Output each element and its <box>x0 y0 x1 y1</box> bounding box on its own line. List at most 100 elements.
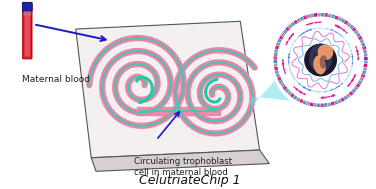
Point <box>281 50 287 53</box>
Point <box>352 74 358 77</box>
Point <box>342 38 348 41</box>
Point <box>327 95 333 98</box>
Point <box>287 51 293 54</box>
Polygon shape <box>357 34 361 37</box>
Point <box>355 51 361 54</box>
Polygon shape <box>362 46 366 48</box>
Polygon shape <box>341 18 344 22</box>
Point <box>293 39 299 42</box>
Point <box>323 27 329 30</box>
Point <box>355 56 361 59</box>
Point <box>311 90 317 93</box>
Point <box>290 42 296 45</box>
Polygon shape <box>352 89 356 93</box>
Point <box>297 27 303 30</box>
Point <box>299 85 305 88</box>
Polygon shape <box>285 28 288 31</box>
Point <box>337 84 343 87</box>
Point <box>326 22 332 25</box>
Point <box>291 42 297 45</box>
Point <box>294 29 300 32</box>
Point <box>340 89 346 92</box>
Point <box>303 23 309 26</box>
Point <box>325 27 331 30</box>
Polygon shape <box>348 93 351 97</box>
Polygon shape <box>280 83 284 86</box>
FancyBboxPatch shape <box>23 4 32 59</box>
Point <box>348 69 354 72</box>
Point <box>321 90 327 93</box>
Point <box>321 27 327 30</box>
Point <box>344 40 350 43</box>
Polygon shape <box>282 86 286 89</box>
Point <box>281 48 287 51</box>
Polygon shape <box>363 67 367 69</box>
Point <box>343 78 349 81</box>
Point <box>280 64 287 67</box>
Polygon shape <box>300 17 302 21</box>
Point <box>347 47 353 50</box>
Point <box>290 43 296 46</box>
Point <box>289 44 295 47</box>
Point <box>293 79 299 82</box>
Point <box>335 92 341 95</box>
Point <box>326 95 332 98</box>
Point <box>327 22 333 25</box>
Point <box>350 59 356 62</box>
Point <box>306 22 312 26</box>
Point <box>321 21 327 24</box>
Polygon shape <box>364 52 367 53</box>
Point <box>353 47 359 50</box>
Point <box>320 90 326 93</box>
Point <box>283 74 289 77</box>
Point <box>333 93 339 96</box>
Point <box>287 81 293 84</box>
Point <box>352 73 358 76</box>
Point <box>344 76 350 79</box>
Polygon shape <box>291 22 294 26</box>
Point <box>349 51 355 54</box>
Polygon shape <box>294 20 297 24</box>
Point <box>282 70 288 74</box>
Point <box>287 68 293 71</box>
Point <box>290 33 296 36</box>
Point <box>307 89 313 92</box>
Polygon shape <box>325 103 326 107</box>
FancyBboxPatch shape <box>23 2 32 11</box>
Point <box>286 57 292 60</box>
Point <box>333 30 339 33</box>
Polygon shape <box>349 24 353 28</box>
Point <box>286 64 292 67</box>
Point <box>309 89 315 92</box>
Polygon shape <box>333 15 335 19</box>
Point <box>332 87 338 90</box>
Point <box>348 67 354 70</box>
Point <box>283 43 289 46</box>
Point <box>347 71 353 74</box>
Point <box>341 81 347 84</box>
Point <box>296 82 302 85</box>
Polygon shape <box>324 13 326 17</box>
Point <box>349 61 355 64</box>
Point <box>297 83 303 86</box>
Point <box>288 46 294 49</box>
Point <box>346 34 352 37</box>
Point <box>349 63 355 66</box>
Polygon shape <box>330 14 332 18</box>
Point <box>347 35 353 38</box>
Point <box>309 28 315 31</box>
Point <box>345 84 351 88</box>
Point <box>349 64 355 67</box>
Point <box>311 27 317 30</box>
Polygon shape <box>362 44 366 46</box>
Point <box>280 63 286 66</box>
Polygon shape <box>356 85 359 88</box>
Point <box>300 25 306 28</box>
Point <box>342 79 348 82</box>
Point <box>288 82 294 85</box>
Point <box>346 45 352 48</box>
Point <box>349 38 355 41</box>
Point <box>321 96 327 99</box>
Polygon shape <box>346 21 349 25</box>
Point <box>349 79 355 82</box>
